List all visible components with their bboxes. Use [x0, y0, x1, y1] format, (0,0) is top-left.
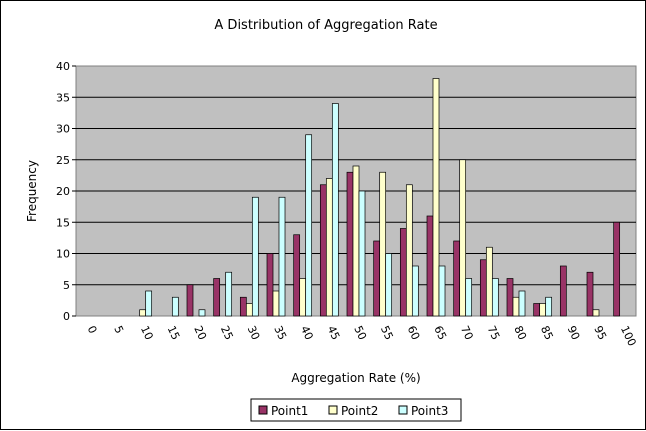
x-tick-label: 45 — [325, 324, 343, 342]
legend-label-point3: Point3 — [411, 404, 448, 418]
x-tick-label: 60 — [405, 324, 423, 342]
x-tick-label: 5 — [111, 324, 126, 336]
y-tick-label: 10 — [56, 248, 70, 261]
bar-point1-30 — [239, 296, 247, 317]
bar-point2-10 — [139, 309, 147, 317]
y-tick-label: 35 — [56, 91, 70, 104]
chart-title: A Distribution of Aggregation Rate — [214, 18, 437, 33]
bar-point1-55 — [373, 240, 381, 317]
bar-point1-95 — [586, 271, 594, 317]
legend-swatch-point2 — [328, 405, 338, 415]
bar-point2-80 — [512, 296, 520, 317]
x-tick-label: 70 — [458, 324, 476, 342]
bar-point3-25 — [225, 271, 233, 317]
bar-point2-45 — [325, 178, 333, 317]
bar-point3-65 — [438, 265, 446, 317]
x-tick-label: 100 — [618, 324, 639, 349]
bar-point1-65 — [426, 215, 434, 317]
x-tick-label: 55 — [378, 324, 396, 342]
bar-point1-100 — [613, 221, 621, 317]
bar-point1-45 — [319, 184, 327, 317]
x-tick-label: 40 — [298, 324, 316, 342]
bar-point2-60 — [405, 184, 413, 317]
x-tick-label: 50 — [351, 324, 369, 342]
x-tick-label: 75 — [485, 324, 503, 342]
x-tick-label: 20 — [191, 324, 209, 342]
legend: Point1 Point2 Point3 — [250, 398, 462, 422]
bar-point3-85 — [545, 296, 553, 317]
x-tick-label: 10 — [138, 324, 156, 342]
bar-point3-60 — [411, 265, 419, 317]
y-tick-label: 40 — [56, 60, 70, 73]
bar-point3-80 — [518, 290, 526, 317]
bar-point2-30 — [245, 303, 253, 317]
bar-point2-75 — [485, 246, 493, 317]
bar-point2-40 — [299, 278, 307, 317]
bar-point1-85 — [533, 303, 541, 317]
bar-point2-55 — [379, 171, 387, 317]
y-tick-label: 25 — [56, 154, 70, 167]
bar-point3-35 — [278, 196, 286, 317]
bar-point3-55 — [385, 253, 393, 317]
legend-box — [250, 398, 462, 422]
x-tick-label: 80 — [511, 324, 529, 342]
bar-point3-20 — [198, 309, 206, 317]
y-axis-ticks: 0 5 10 15 20 25 30 35 40 — [56, 60, 76, 323]
x-tick-label: 35 — [271, 324, 289, 342]
y-tick-label: 5 — [63, 279, 70, 292]
bar-point3-10 — [145, 290, 153, 317]
bar-point1-40 — [293, 234, 301, 317]
bar-point1-90 — [559, 265, 567, 317]
bar-point1-80 — [506, 278, 514, 317]
legend-swatch-point1 — [258, 405, 268, 415]
legend-label-point2: Point2 — [341, 404, 378, 418]
bar-point3-45 — [331, 103, 339, 317]
bar-point3-15 — [171, 296, 179, 317]
bar-point1-70 — [453, 240, 461, 317]
legend-label-point1: Point1 — [271, 404, 308, 418]
bar-point3-50 — [358, 190, 366, 317]
bar-point2-70 — [459, 159, 467, 317]
bar-point1-35 — [266, 253, 274, 317]
y-tick-label: 0 — [63, 310, 70, 323]
x-axis-ticks: 0 5 10 15 20 25 30 35 40 45 50 55 60 65 70 75 80 85 90 95 10… — [85, 324, 639, 349]
x-tick-label: 15 — [165, 324, 183, 342]
x-axis-label: Aggregation Rate (%) — [291, 371, 420, 385]
bar-point3-75 — [491, 278, 499, 317]
bar-point2-65 — [432, 78, 440, 317]
bar-point1-20 — [186, 284, 194, 317]
legend-swatch-point3 — [398, 405, 408, 415]
bar-point3-40 — [305, 134, 313, 317]
y-tick-label: 30 — [56, 123, 70, 136]
x-tick-label: 95 — [591, 324, 609, 342]
x-tick-label: 90 — [565, 324, 583, 342]
bar-point2-95 — [592, 309, 600, 317]
x-tick-label: 65 — [431, 324, 449, 342]
y-axis-label: Frequency — [25, 160, 39, 222]
bar-point3-70 — [465, 278, 473, 317]
bar-point1-60 — [399, 228, 407, 317]
x-tick-label: 25 — [218, 324, 236, 342]
x-tick-label: 30 — [245, 324, 263, 342]
gridlines — [76, 96, 636, 286]
bar-point1-75 — [479, 259, 487, 317]
bar-point1-50 — [346, 171, 354, 317]
y-tick-label: 15 — [56, 216, 70, 229]
bar-point2-50 — [352, 165, 360, 317]
bars — [139, 78, 621, 317]
bar-point2-35 — [272, 290, 280, 317]
x-tick-label: 0 — [85, 324, 100, 336]
x-tick-label: 85 — [538, 324, 556, 342]
bar-point1-25 — [213, 278, 221, 317]
bar-point2-85 — [539, 303, 547, 317]
y-tick-label: 20 — [56, 185, 70, 198]
bar-point3-30 — [251, 196, 259, 317]
